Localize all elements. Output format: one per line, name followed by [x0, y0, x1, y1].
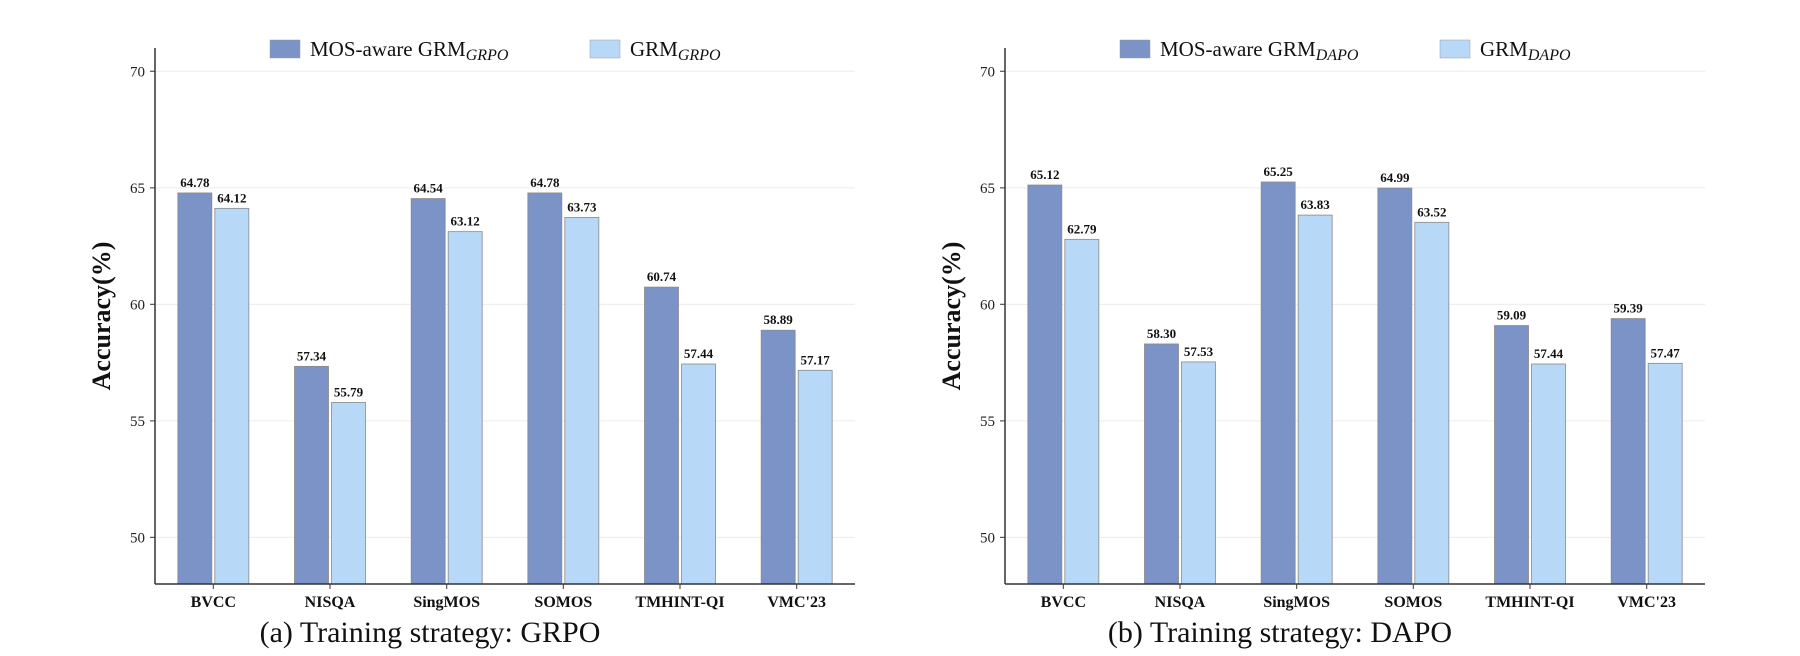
grpo-data-label: 64.78 [180, 175, 210, 190]
dapo-bar-grm [1181, 361, 1216, 585]
dapo-data-label: 62.79 [1067, 221, 1097, 236]
dapo-xtick-label: SOMOS [1384, 594, 1442, 611]
dapo-data-label: 63.52 [1417, 204, 1446, 219]
dapo-legend-label: MOS-aware GRMDAPO [1160, 37, 1359, 64]
dapo-bar-grm [1531, 363, 1566, 585]
grpo-data-label: 64.54 [414, 181, 444, 196]
grpo-legend-swatch [589, 39, 621, 59]
grpo-data-label: 57.17 [801, 352, 831, 367]
grpo-data-label: 64.12 [217, 190, 246, 205]
dapo-bar-mos-aware [1027, 184, 1063, 585]
dapo-data-label: 65.25 [1264, 164, 1294, 179]
dapo-bar-mos-aware [1494, 325, 1529, 585]
dapo-ytick-label: 50 [980, 530, 995, 546]
grpo-ytick-label: 65 [130, 181, 145, 197]
dapo-data-label: 57.44 [1534, 346, 1564, 361]
chart-grpo: 50 55 60 65 70 64.78 64.12 BVCC 57.34 55.79 NISQA 6… [0, 0, 900, 649]
dapo-xtick-label: NISQA [1155, 594, 1206, 611]
grpo-legend-swatch [269, 39, 301, 59]
dapo-bar-grm [1414, 221, 1450, 585]
grpo-data-label: 63.73 [567, 199, 597, 214]
dapo-bar-mos-aware [1377, 187, 1413, 585]
dapo-data-label: 57.47 [1651, 345, 1681, 360]
chart-grpo-svg: 50 55 60 65 70 64.78 64.12 BVCC 57.34 55.79 NISQA 6… [87, 37, 855, 611]
dapo-ytick-label: 60 [980, 297, 995, 313]
dapo-data-label: 64.99 [1380, 170, 1410, 185]
dapo-data-label: 59.09 [1497, 308, 1527, 323]
dapo-legend-label: GRMDAPO [1480, 37, 1571, 64]
dapo-bar-mos-aware [1144, 343, 1179, 585]
grpo-legend-entry: GRMGRPO [589, 37, 721, 64]
grpo-ytick-label: 50 [130, 530, 145, 546]
grpo-data-label: 64.78 [530, 175, 560, 190]
grpo-bar-mos-aware [644, 286, 679, 585]
grpo-bar-grm [214, 207, 250, 585]
grpo-legend-label: GRMGRPO [630, 37, 721, 64]
dapo-bar-grm [1297, 214, 1333, 585]
chart-grpo-caption: (a) Training strategy: GRPO [259, 616, 601, 649]
grpo-ytick-label: 70 [130, 64, 145, 80]
grpo-bar-grm [681, 363, 716, 585]
dapo-xtick-label: BVCC [1041, 594, 1086, 611]
dapo-ytick-label: 65 [980, 181, 995, 197]
dapo-xtick-label: VMC'23 [1617, 594, 1676, 611]
grpo-ylabel: Accuracy(%) [87, 242, 116, 391]
grpo-xtick-label: TMHINT-QI [635, 594, 724, 611]
dapo-data-label: 59.39 [1614, 301, 1644, 316]
dapo-xtick-label: SingMOS [1263, 594, 1330, 611]
grpo-bar-mos-aware [410, 198, 446, 585]
chart-dapo-svg: 50 55 60 65 70 65.12 62.79 BVCC 58.30 57.53 NISQA 6… [937, 37, 1705, 611]
grpo-bar-grm [331, 402, 366, 585]
dapo-data-label: 63.83 [1301, 197, 1331, 212]
grpo-bar-mos-aware [294, 365, 329, 585]
grpo-data-label: 57.44 [684, 346, 714, 361]
dapo-bar-mos-aware [1610, 318, 1646, 585]
dapo-legend-swatch [1439, 39, 1471, 59]
dapo-xtick-label: TMHINT-QI [1485, 594, 1574, 611]
grpo-data-label: 63.12 [451, 214, 480, 229]
grpo-legend-label: MOS-aware GRMGRPO [310, 37, 509, 64]
chart-dapo: 50 55 60 65 70 65.12 62.79 BVCC 58.30 57.53 NISQA 6… [850, 0, 1750, 649]
grpo-data-label: 58.89 [764, 312, 794, 327]
grpo-data-label: 60.74 [647, 269, 677, 284]
dapo-legend-entry: MOS-aware GRMDAPO [1119, 37, 1359, 64]
grpo-xtick-label: NISQA [305, 594, 356, 611]
dapo-bar-grm [1064, 238, 1100, 585]
chart-dapo-caption: (b) Training strategy: DAPO [1107, 616, 1453, 649]
grpo-bar-mos-aware [760, 329, 796, 585]
dapo-data-label: 65.12 [1030, 167, 1059, 182]
grpo-data-label: 57.34 [297, 348, 327, 363]
grpo-ytick-label: 55 [130, 414, 145, 430]
dapo-bar-mos-aware [1260, 181, 1296, 585]
dapo-ytick-label: 55 [980, 414, 995, 430]
grpo-xtick-label: VMC'23 [767, 594, 826, 611]
grpo-ytick-label: 60 [130, 297, 145, 313]
dapo-ytick-label: 70 [980, 64, 995, 80]
grpo-bar-grm [564, 217, 600, 585]
dapo-legend-swatch [1119, 39, 1151, 59]
grpo-xtick-label: SingMOS [413, 594, 480, 611]
dapo-data-label: 57.53 [1184, 344, 1214, 359]
dapo-data-label: 58.30 [1147, 326, 1176, 341]
grpo-xtick-label: SOMOS [534, 594, 592, 611]
dapo-bar-grm [1647, 362, 1683, 585]
grpo-bar-mos-aware [177, 192, 213, 585]
grpo-xtick-label: BVCC [191, 594, 236, 611]
grpo-bar-grm [797, 369, 833, 585]
grpo-bar-mos-aware [527, 192, 563, 585]
grpo-legend-entry: MOS-aware GRMGRPO [269, 37, 509, 64]
grpo-bar-grm [447, 231, 483, 585]
dapo-ylabel: Accuracy(%) [937, 242, 966, 391]
grpo-data-label: 55.79 [334, 384, 364, 399]
dapo-legend-entry: GRMDAPO [1439, 37, 1571, 64]
